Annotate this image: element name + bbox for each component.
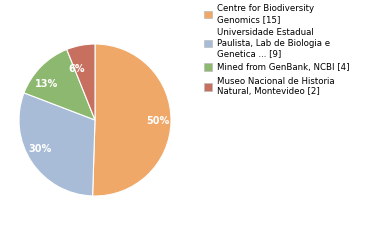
Text: 6%: 6% (69, 64, 85, 74)
Legend: Centre for Biodiversity
Genomics [15], Universidade Estadual
Paulista, Lab de Bi: Centre for Biodiversity Genomics [15], U… (204, 4, 349, 96)
Wedge shape (19, 93, 95, 196)
Text: 30%: 30% (29, 144, 52, 154)
Wedge shape (67, 44, 95, 120)
Wedge shape (93, 44, 171, 196)
Text: 13%: 13% (35, 79, 58, 89)
Text: 50%: 50% (147, 116, 170, 126)
Wedge shape (24, 49, 95, 120)
